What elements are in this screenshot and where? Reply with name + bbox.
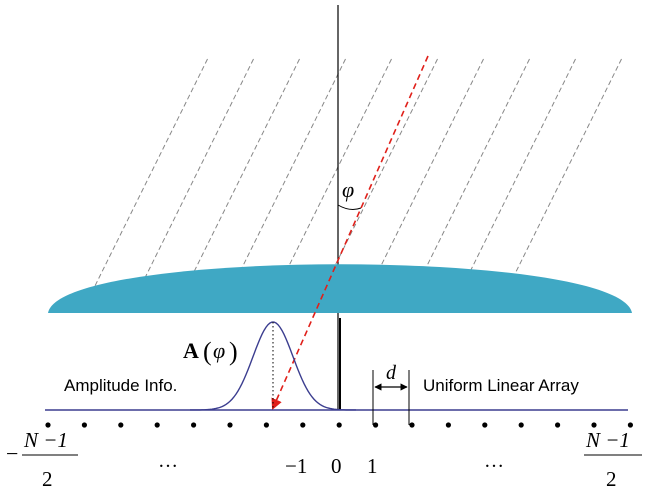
array-element	[45, 422, 51, 428]
amplitude-symbol: A	[183, 338, 199, 363]
left-index-denominator: 2	[42, 467, 53, 491]
array-element	[445, 422, 451, 428]
wavefront-ray	[501, 57, 623, 301]
wavefront-ray	[133, 57, 255, 301]
array-element	[627, 422, 634, 428]
array-elements	[45, 422, 634, 428]
array-element	[191, 422, 197, 428]
array-element	[263, 422, 269, 428]
array-element	[154, 422, 160, 428]
right-index-denominator: 2	[606, 467, 617, 491]
index-minus-one: −1	[285, 454, 307, 478]
array-element	[300, 422, 306, 428]
index-zero: 0	[331, 454, 342, 478]
array-element	[373, 422, 379, 428]
wavefront-ray	[271, 57, 393, 301]
array-element	[591, 422, 597, 428]
array-element	[81, 422, 87, 428]
left-ellipsis: …	[158, 450, 178, 472]
spacing-label: d	[386, 362, 397, 384]
wavefront-ray	[317, 57, 439, 301]
array-name-label: Uniform Linear Array	[423, 376, 579, 395]
incident-direction-arrow	[271, 55, 429, 411]
array-element	[518, 422, 524, 428]
index-one: 1	[367, 454, 378, 478]
array-element	[482, 422, 488, 428]
phi-label: φ	[342, 177, 354, 202]
amplitude-info-label: Amplitude Info.	[64, 376, 177, 395]
right-ellipsis: …	[484, 450, 504, 472]
right-index-numerator: N −1	[585, 428, 630, 452]
left-index-sign: −	[6, 441, 18, 466]
amplitude-label: A ( φ )	[183, 337, 238, 366]
amplitude-open-paren: (	[203, 337, 212, 366]
wavefront-rays	[87, 57, 623, 301]
amplitude-arg: φ	[213, 338, 225, 363]
lens	[48, 264, 632, 313]
wavefront-ray	[409, 57, 531, 301]
index-labels: − N −1 2 … −1 0 1 … N −1 2	[6, 428, 642, 491]
left-index-numerator: N −1	[23, 428, 68, 452]
array-element	[227, 422, 233, 428]
wavefront-ray	[363, 57, 485, 301]
wavefront-ray	[455, 57, 577, 301]
amplitude-close-paren: )	[229, 337, 238, 366]
array-element	[555, 422, 561, 428]
array-element	[118, 422, 124, 428]
array-element	[409, 422, 415, 428]
wavefront-ray	[87, 57, 209, 301]
angle-arc	[337, 204, 362, 210]
wavefront-ray	[225, 57, 347, 301]
wavefront-ray	[179, 57, 301, 301]
array-element	[336, 422, 342, 428]
